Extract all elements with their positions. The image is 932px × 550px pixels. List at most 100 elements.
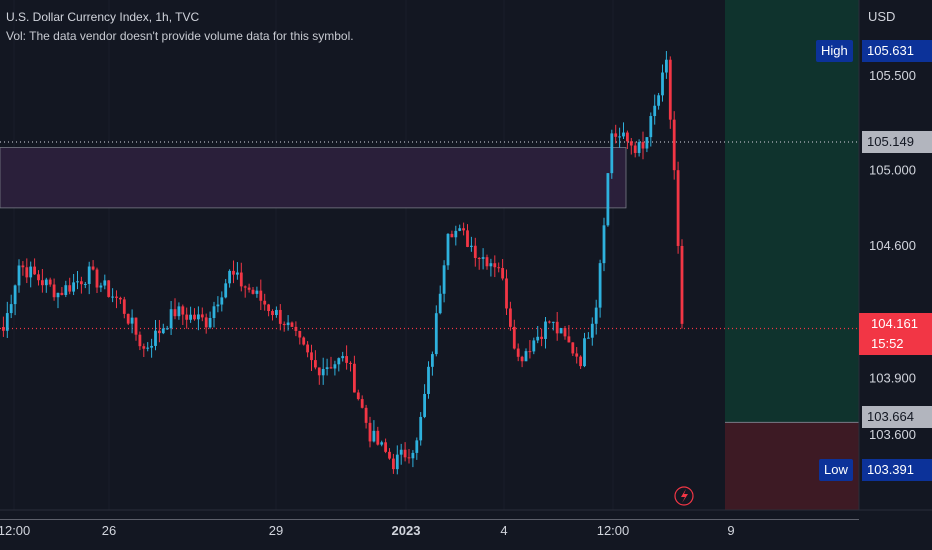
candle-body: [337, 358, 341, 365]
candle-body: [83, 283, 87, 285]
candle-body: [224, 283, 228, 298]
candle-body: [602, 225, 606, 264]
candle-body: [52, 284, 56, 298]
candle-body: [395, 454, 399, 470]
candle-body: [130, 317, 134, 324]
candle-body: [462, 228, 465, 231]
candle-body: [384, 442, 387, 452]
candle-body: [528, 351, 532, 353]
candle-body: [407, 457, 411, 459]
last-price-value: 104.161: [871, 316, 918, 331]
candle-body: [368, 422, 372, 442]
currency-label[interactable]: USD: [868, 9, 896, 24]
candle-body: [551, 321, 555, 323]
candle-body: [208, 317, 212, 328]
candle-body: [271, 311, 274, 316]
candle-body: [111, 296, 114, 298]
candle-body: [189, 314, 192, 320]
candle-body: [17, 265, 21, 286]
level-upper-tag: 105.149: [862, 131, 932, 153]
candle-body: [442, 265, 446, 294]
candle-body: [25, 267, 29, 278]
candle-body: [672, 119, 676, 171]
candle-body: [388, 451, 391, 459]
x-tick-label: 4: [500, 523, 507, 538]
candle-body: [497, 267, 501, 269]
position-profit-area: [725, 0, 859, 423]
candle-body: [598, 263, 602, 308]
candle-body: [95, 269, 99, 288]
candle-body: [306, 344, 309, 353]
candles: [2, 51, 684, 475]
candle-body: [583, 338, 586, 367]
candle-body: [392, 458, 395, 470]
candle-body: [415, 440, 419, 453]
x-tick-label: 12:00: [0, 523, 30, 538]
candle-body: [232, 270, 235, 275]
y-tick-label: 105.000: [869, 163, 916, 178]
candle-body: [212, 306, 216, 318]
candle-body: [119, 297, 122, 300]
candle-body: [423, 393, 426, 417]
candle-body: [376, 430, 380, 445]
candle-body: [333, 364, 337, 369]
level-lower-tag: 103.664: [862, 406, 932, 428]
x-ticks[interactable]: 12:00 26 29 2023 4 12:00 9: [0, 523, 735, 538]
candle-body: [302, 337, 306, 345]
candle-body: [247, 287, 251, 290]
volume-note: Vol: The data vendor doesn't provide vol…: [6, 29, 354, 43]
candle-body: [489, 263, 493, 267]
candle-body: [345, 356, 348, 363]
candle-body: [278, 309, 282, 324]
candle-body: [610, 133, 614, 174]
candle-body: [676, 170, 680, 246]
candle-body: [325, 367, 329, 370]
candle-body: [626, 132, 629, 142]
candle-body: [255, 290, 259, 294]
candle-body: [286, 322, 290, 326]
low-label: Low: [819, 459, 853, 481]
candle-body: [485, 257, 489, 267]
candle-body: [80, 281, 83, 285]
candle-body: [653, 105, 657, 117]
chart-title: U.S. Dollar Currency Index, 1h, TVC: [6, 10, 200, 24]
candle-body: [263, 300, 267, 305]
candle-body: [314, 360, 317, 368]
candle-body: [275, 309, 278, 316]
candle-body: [228, 270, 231, 284]
candle-body: [434, 313, 438, 355]
candle-body: [13, 285, 17, 305]
candle-body: [477, 257, 481, 259]
candle-body: [341, 356, 345, 359]
candle-body: [493, 263, 497, 268]
long-position[interactable]: [725, 0, 859, 510]
candle-body: [122, 299, 126, 314]
candle-body: [411, 452, 415, 459]
candle-body: [364, 407, 368, 423]
candle-body: [243, 286, 247, 288]
candle-body: [134, 317, 138, 335]
candle-body: [56, 292, 60, 298]
candle-body: [665, 59, 668, 73]
candle-body: [438, 293, 442, 314]
candle-body: [72, 282, 75, 292]
candle-body: [509, 308, 512, 327]
candle-body: [501, 267, 504, 279]
candle-body: [21, 265, 25, 268]
candle-body: [60, 292, 64, 295]
candle-body: [87, 266, 91, 284]
candle-body: [540, 336, 543, 339]
candle-body: [126, 313, 130, 324]
candle-body: [5, 313, 9, 331]
candle-body: [575, 353, 579, 357]
candle-body: [360, 399, 364, 408]
low-value-tag: 103.391: [862, 459, 932, 481]
lightning-icon[interactable]: [674, 486, 694, 506]
candle-body: [177, 306, 181, 317]
candle-body: [516, 348, 520, 357]
candle-body: [431, 354, 434, 367]
candle-body: [197, 314, 200, 320]
candle-body: [169, 309, 173, 329]
candle-body: [399, 449, 403, 455]
